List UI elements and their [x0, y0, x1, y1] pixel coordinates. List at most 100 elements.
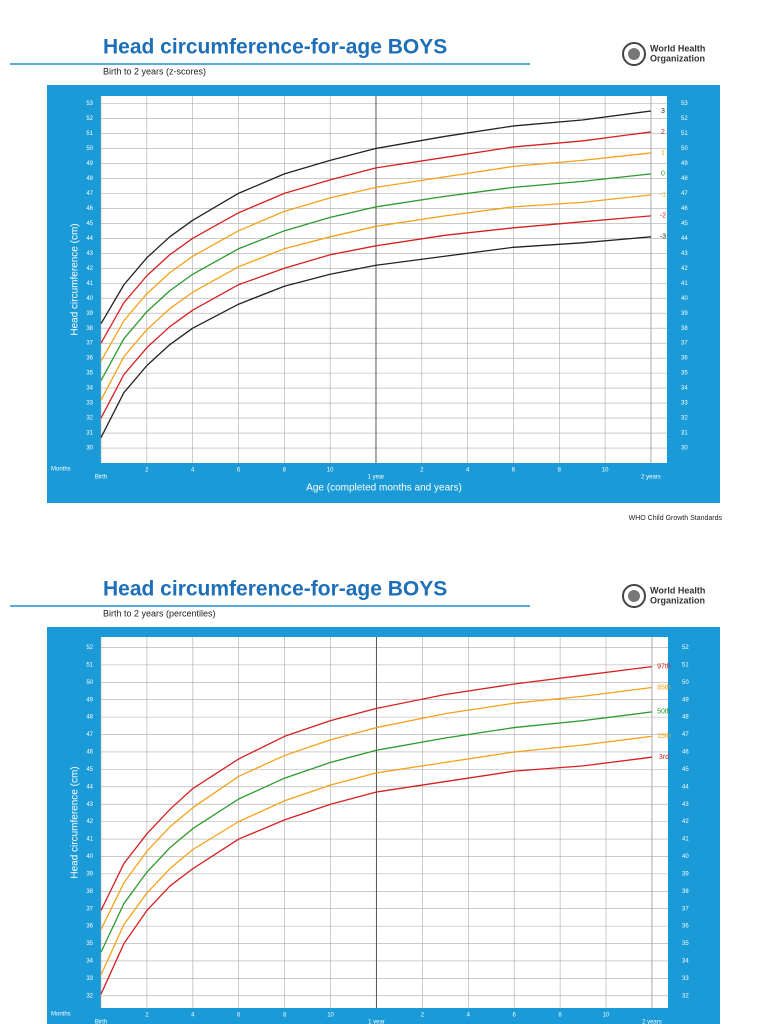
y-tick-label-right: 49 — [682, 697, 689, 703]
plot-area — [101, 637, 668, 1008]
logo-text: Organization — [650, 53, 705, 63]
y-tick-label: 32 — [86, 993, 93, 999]
curve-label: -2 — [660, 213, 666, 220]
y-tick-label: 52 — [86, 645, 93, 651]
y-tick-label-right: 36 — [681, 356, 688, 362]
x-tick-label: Birth — [95, 475, 107, 481]
logo-text: Organization — [650, 595, 705, 605]
y-tick-label-right: 50 — [681, 146, 688, 152]
y-tick-label: 41 — [86, 837, 93, 843]
curve — [100, 711, 653, 953]
y-tick-label: 36 — [86, 356, 93, 362]
x-tick-label: 2 years — [641, 475, 661, 481]
y-tick-label-right: 40 — [681, 296, 688, 302]
curve — [100, 131, 652, 344]
y-tick-label: 38 — [86, 326, 93, 332]
y-tick-label: 49 — [86, 161, 93, 167]
months-label: Months — [51, 1012, 71, 1018]
y-tick-label-right: 49 — [681, 161, 688, 167]
y-tick-label: 45 — [86, 767, 93, 773]
y-tick-label-right: 31 — [681, 431, 688, 437]
x-tick-label: 2 — [420, 468, 424, 474]
y-tick-label: 35 — [86, 371, 93, 377]
months-label: Months — [51, 467, 71, 473]
plot-area — [101, 96, 667, 463]
y-tick-label-right: 32 — [682, 993, 689, 999]
curve — [100, 686, 653, 930]
y-tick-label-right: 42 — [681, 266, 688, 272]
x-tick-label: 10 — [327, 1013, 334, 1019]
x-tick-label: 2 — [145, 468, 149, 474]
y-tick-label-right: 38 — [682, 889, 689, 895]
y-tick-label-right: 44 — [682, 784, 689, 790]
curve — [100, 152, 652, 362]
y-tick-label-right: 39 — [681, 311, 688, 317]
y-tick-label: 51 — [86, 662, 93, 668]
y-tick-label: 46 — [86, 750, 93, 756]
y-tick-label: 40 — [86, 854, 93, 860]
y-tick-label: 39 — [86, 871, 93, 877]
x-tick-label: 8 — [283, 1013, 287, 1019]
curve-label: 97th — [657, 663, 671, 670]
x-tick-label: 10 — [603, 1013, 610, 1019]
y-tick-label-right: 41 — [681, 281, 688, 287]
curve — [100, 215, 652, 419]
y-tick-label-right: 37 — [682, 906, 689, 912]
y-tick-label: 42 — [86, 266, 93, 272]
y-tick-label-right: 47 — [681, 191, 688, 197]
y-tick-label-right: 52 — [681, 116, 688, 122]
y-tick-label-right: 33 — [682, 976, 689, 982]
x-tick-label: 2 — [421, 1013, 425, 1019]
curve-label: -1 — [660, 192, 666, 199]
x-tick-label: 4 — [191, 1013, 195, 1019]
y-tick-label-right: 51 — [681, 131, 688, 137]
y-tick-label: 37 — [86, 906, 93, 912]
y-tick-label: 33 — [86, 401, 93, 407]
x-tick-label: 6 — [237, 468, 241, 474]
y-tick-label-right: 32 — [681, 416, 688, 422]
curve-label: 2 — [661, 129, 665, 136]
y-tick-label: 43 — [86, 802, 93, 808]
x-tick-label: 6 — [237, 1013, 241, 1019]
y-tick-label: 44 — [86, 236, 93, 242]
y-tick-label-right: 48 — [682, 715, 689, 721]
y-axis-label: Head circumference (cm) — [70, 223, 81, 335]
chart-title: Head circumference-for-age BOYS — [103, 36, 447, 59]
y-tick-label: 32 — [86, 416, 93, 422]
curve-label: -3 — [660, 234, 666, 241]
y-tick-label-right: 45 — [681, 221, 688, 227]
x-tick-label: 8 — [558, 468, 562, 474]
y-tick-label: 38 — [86, 889, 93, 895]
x-tick-label: 2 years — [642, 1020, 662, 1024]
y-tick-label: 42 — [86, 819, 93, 825]
y-tick-label-right: 46 — [681, 206, 688, 212]
curve — [100, 110, 652, 325]
y-tick-label: 35 — [86, 941, 93, 947]
curve — [100, 735, 653, 976]
logo-text: World Health — [650, 585, 705, 595]
y-tick-label-right: 44 — [681, 236, 688, 242]
y-tick-label: 30 — [86, 446, 93, 452]
y-tick-label-right: 46 — [682, 750, 689, 756]
y-tick-label: 45 — [86, 221, 93, 227]
y-tick-label-right: 34 — [682, 959, 689, 965]
curve — [100, 665, 653, 911]
y-tick-label: 31 — [86, 431, 93, 437]
x-axis-label: Age (completed months and years) — [306, 483, 462, 494]
logo-icon-inner — [628, 48, 640, 60]
y-tick-label-right: 33 — [681, 401, 688, 407]
y-tick-label-right: 53 — [681, 101, 688, 107]
footer: WHO Child Growth Standards — [629, 515, 723, 522]
chart-title: Head circumference-for-age BOYS — [103, 578, 447, 601]
x-tick-label: 1 year — [368, 475, 385, 481]
y-tick-label-right: 38 — [681, 326, 688, 332]
y-tick-label: 46 — [86, 206, 93, 212]
y-tick-label-right: 45 — [682, 767, 689, 773]
y-tick-label: 44 — [86, 784, 93, 790]
y-tick-label: 51 — [86, 131, 93, 137]
curve — [100, 236, 652, 438]
y-tick-label: 33 — [86, 976, 93, 982]
y-tick-label-right: 39 — [682, 871, 689, 877]
y-tick-label: 53 — [86, 101, 93, 107]
x-tick-label: Birth — [95, 1020, 107, 1024]
